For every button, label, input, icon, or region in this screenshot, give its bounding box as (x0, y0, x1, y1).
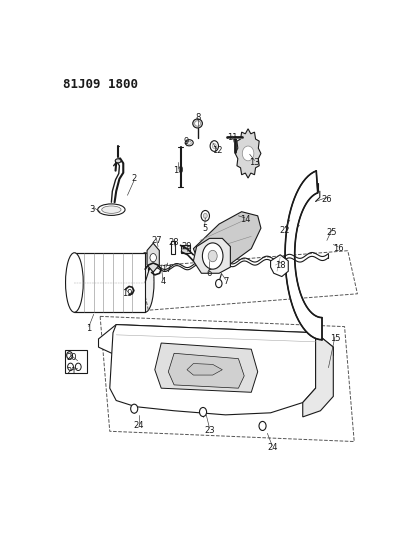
Ellipse shape (136, 253, 154, 312)
Circle shape (131, 404, 138, 413)
Bar (171, 241, 175, 254)
Polygon shape (110, 325, 315, 415)
Circle shape (210, 141, 218, 151)
Text: 5: 5 (202, 224, 207, 232)
Polygon shape (147, 243, 159, 272)
Circle shape (68, 363, 73, 370)
Text: 6: 6 (207, 269, 212, 278)
Ellipse shape (187, 141, 191, 144)
Text: 21: 21 (66, 367, 76, 376)
Text: 18: 18 (275, 261, 286, 270)
Ellipse shape (193, 119, 203, 128)
Ellipse shape (115, 159, 121, 163)
Text: 27: 27 (151, 236, 162, 245)
Circle shape (203, 243, 223, 269)
Circle shape (259, 422, 266, 431)
Circle shape (208, 251, 217, 262)
Text: 11: 11 (227, 133, 237, 142)
Polygon shape (98, 325, 333, 364)
Text: 19: 19 (122, 289, 133, 298)
Polygon shape (285, 171, 322, 340)
Polygon shape (187, 364, 222, 375)
Text: 10: 10 (173, 166, 184, 175)
Polygon shape (193, 212, 261, 265)
Text: 25: 25 (327, 228, 337, 237)
Circle shape (215, 279, 222, 288)
Text: 8: 8 (195, 113, 200, 122)
Text: 15: 15 (330, 334, 340, 343)
Text: 3: 3 (89, 205, 95, 214)
Text: 26: 26 (322, 195, 332, 204)
Text: 22: 22 (280, 225, 290, 235)
Text: 81J09 1800: 81J09 1800 (63, 78, 138, 91)
Circle shape (76, 363, 81, 370)
Ellipse shape (102, 206, 121, 213)
Circle shape (201, 211, 210, 221)
Circle shape (150, 254, 156, 262)
Ellipse shape (66, 253, 83, 312)
Text: 24: 24 (134, 422, 144, 431)
Polygon shape (271, 255, 288, 277)
Polygon shape (168, 353, 244, 388)
Text: 13: 13 (249, 158, 260, 167)
Text: 20: 20 (66, 353, 76, 362)
Circle shape (242, 146, 254, 161)
Bar (181, 245, 190, 253)
Text: 24: 24 (267, 443, 278, 452)
Polygon shape (303, 333, 333, 417)
Circle shape (67, 352, 73, 359)
Text: 16: 16 (333, 244, 344, 253)
Polygon shape (235, 129, 261, 178)
Text: 28: 28 (169, 238, 179, 247)
Text: 9: 9 (184, 138, 189, 147)
Circle shape (200, 407, 207, 416)
Polygon shape (155, 343, 258, 392)
Text: 4: 4 (160, 277, 166, 286)
Ellipse shape (195, 121, 200, 126)
Ellipse shape (98, 204, 125, 215)
Text: 12: 12 (212, 146, 222, 155)
Text: 29: 29 (182, 242, 192, 251)
Text: 2: 2 (131, 174, 137, 183)
Ellipse shape (185, 140, 193, 146)
Text: 23: 23 (204, 425, 215, 434)
Text: 14: 14 (239, 215, 250, 224)
Text: 17: 17 (161, 265, 171, 273)
Polygon shape (193, 238, 230, 273)
Circle shape (212, 143, 216, 149)
Circle shape (203, 213, 207, 219)
Bar (65, 350, 87, 373)
Polygon shape (74, 253, 145, 312)
Text: 7: 7 (223, 277, 228, 286)
Text: 1: 1 (86, 324, 91, 333)
